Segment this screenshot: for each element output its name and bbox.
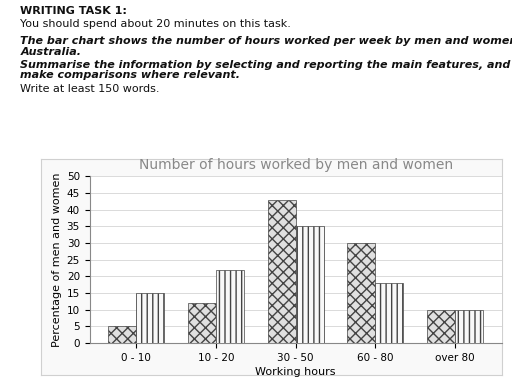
Bar xyxy=(455,310,483,343)
X-axis label: Working hours: Working hours xyxy=(255,367,336,377)
Y-axis label: Percentage of men and women: Percentage of men and women xyxy=(52,172,62,347)
Bar xyxy=(136,293,164,343)
Text: Australia.: Australia. xyxy=(20,47,81,56)
Bar xyxy=(295,226,324,343)
Bar xyxy=(268,200,295,343)
Text: You should spend about 20 minutes on this task.: You should spend about 20 minutes on thi… xyxy=(20,19,291,29)
Bar xyxy=(427,310,455,343)
Title: Number of hours worked by men and women: Number of hours worked by men and women xyxy=(139,158,453,172)
Bar xyxy=(348,243,375,343)
Text: Write at least 150 words.: Write at least 150 words. xyxy=(20,84,160,94)
Bar xyxy=(375,283,403,343)
Text: make comparisons where relevant.: make comparisons where relevant. xyxy=(20,70,241,80)
Bar xyxy=(216,269,244,343)
Text: Summarise the information by selecting and reporting the main features, and: Summarise the information by selecting a… xyxy=(20,60,511,69)
Text: The bar chart shows the number of hours worked per week by men and women in: The bar chart shows the number of hours … xyxy=(20,36,512,46)
Bar xyxy=(109,326,136,343)
Text: WRITING TASK 1:: WRITING TASK 1: xyxy=(20,6,127,16)
Bar xyxy=(188,303,216,343)
